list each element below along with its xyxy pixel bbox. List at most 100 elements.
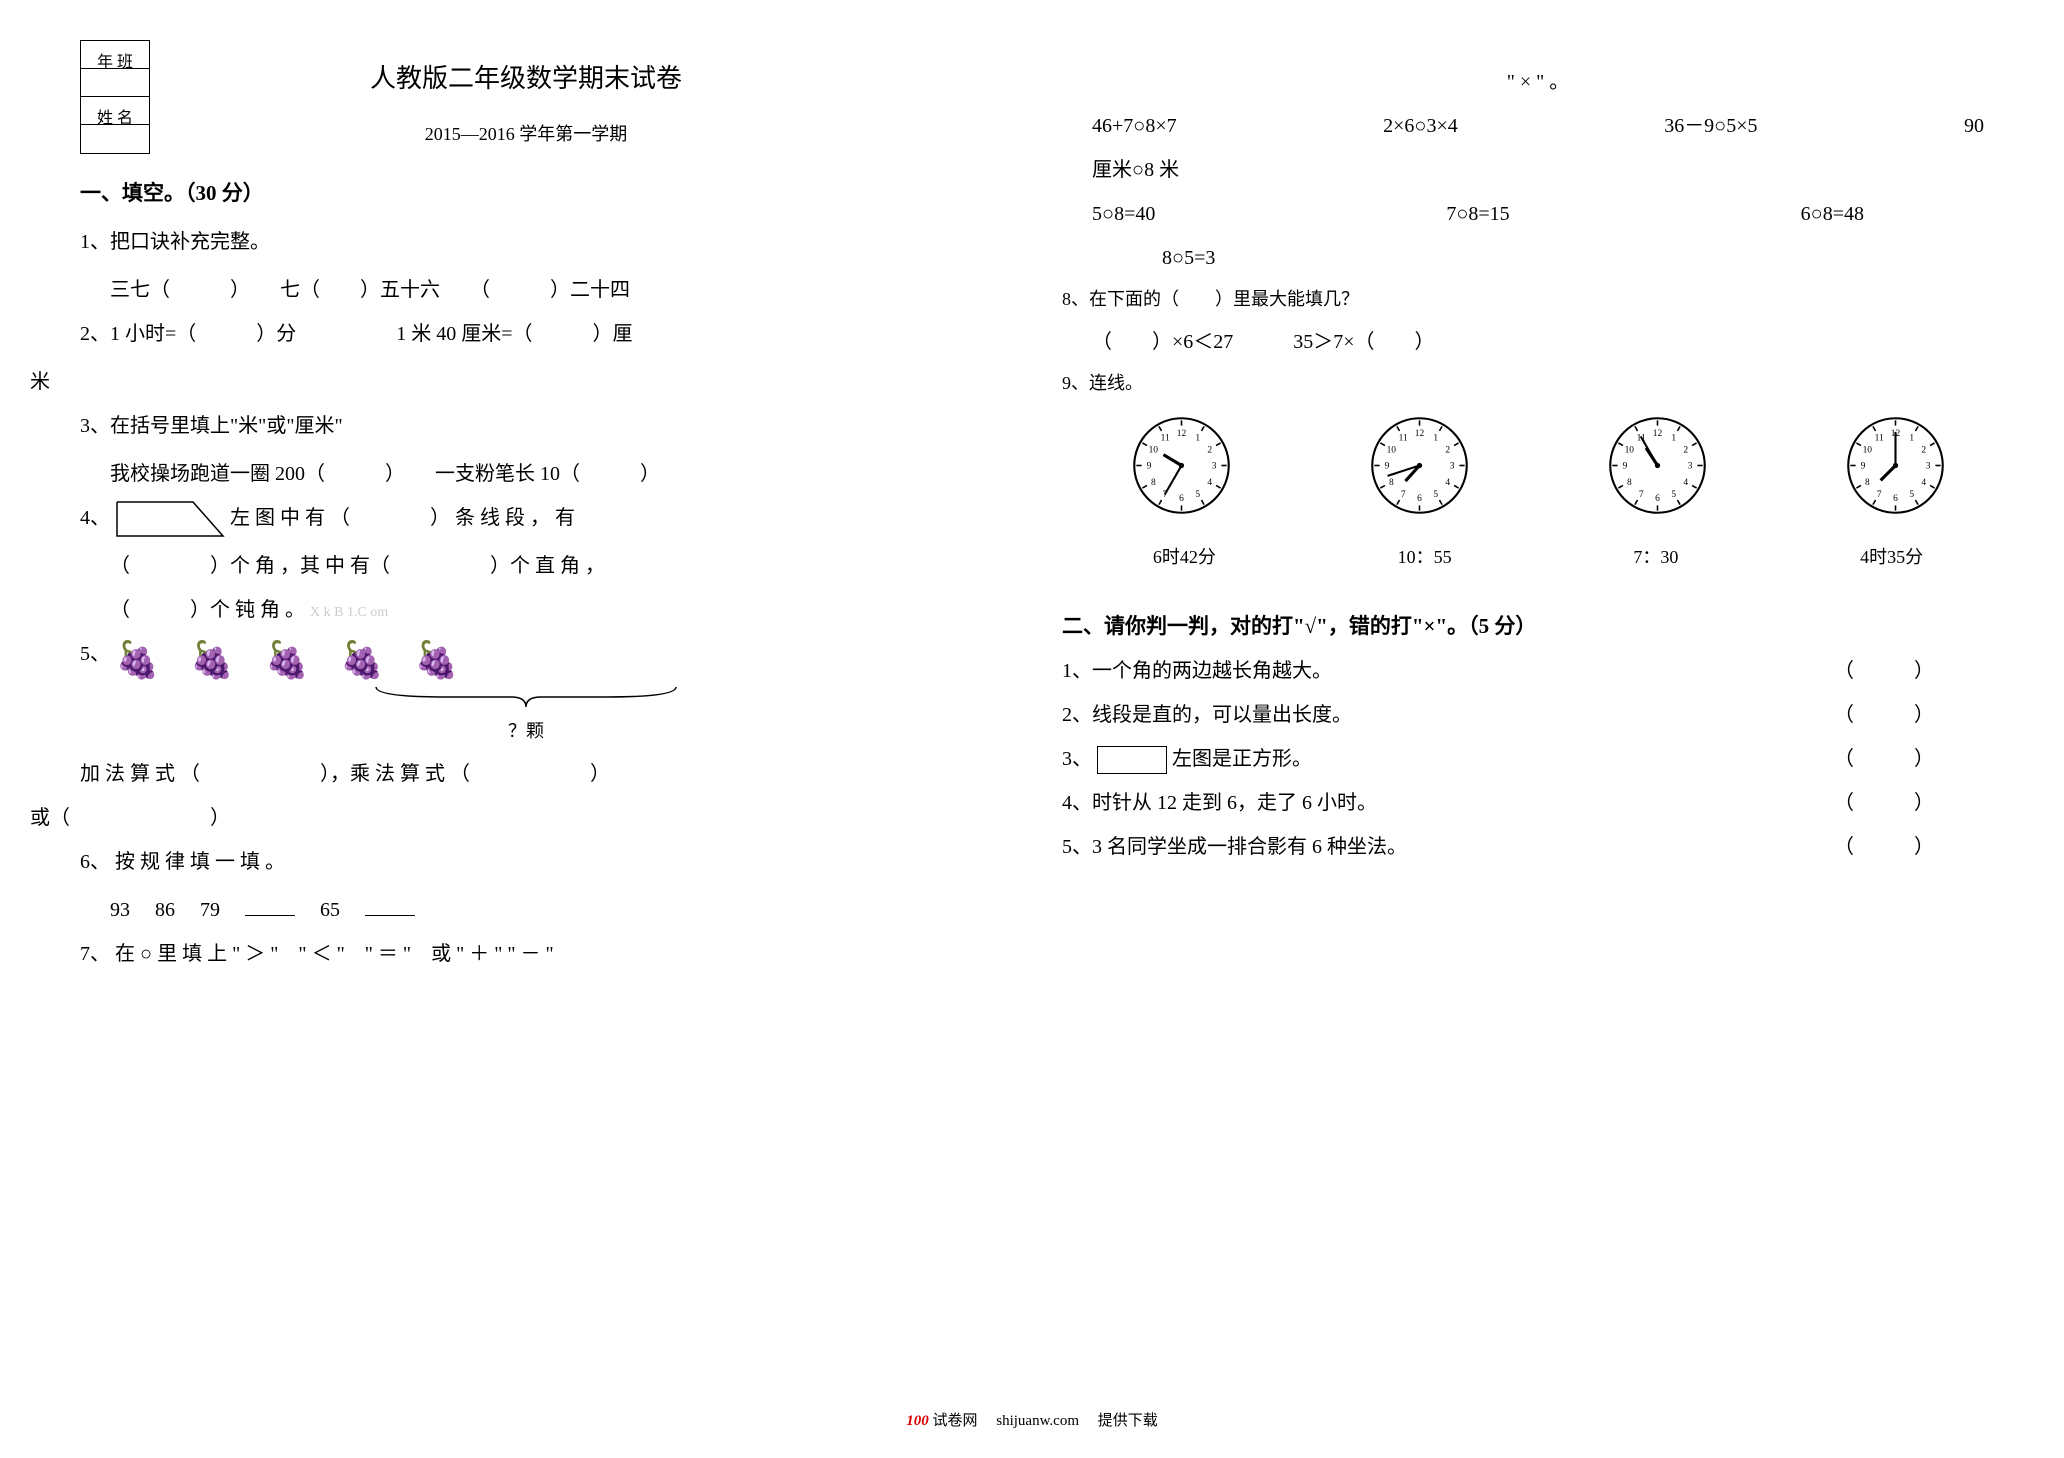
- right-column: " × " 。 46+7○8×7 2×6○3×4 36－9○5×5 90 厘米○…: [1062, 40, 2014, 980]
- svg-text:7: 7: [1638, 490, 1643, 500]
- grape-icon: 🍇: [265, 642, 310, 678]
- footer: 100 试卷网 shijuanw.com 提供下载: [0, 1405, 2064, 1438]
- svg-text:4: 4: [1921, 478, 1926, 488]
- svg-text:8: 8: [1626, 478, 1631, 488]
- q7-row4: 8○5=3: [1162, 236, 2014, 280]
- left-column: 人教版二年级数学期末试卷 2015—2016 学年第一学期 一、填空。（30 分…: [50, 40, 1002, 980]
- q6-a: 93: [110, 899, 130, 921]
- svg-text:9: 9: [1146, 462, 1151, 472]
- q5-label: 5、: [80, 643, 110, 665]
- q2: 2、1 小时=（ ）分 1 米 40 厘米=（ ）厘: [80, 312, 1002, 356]
- clocks-row: 121234567891011 121234567891011 12123456…: [1062, 413, 2014, 518]
- svg-text:12: 12: [1176, 429, 1186, 439]
- name-value: [81, 125, 149, 153]
- q6-c: 79: [200, 899, 220, 921]
- svg-text:11: 11: [1874, 434, 1883, 444]
- q7-r1-b: 2×6○3×4: [1383, 104, 1458, 148]
- svg-text:5: 5: [1671, 490, 1676, 500]
- q4-label: 4、: [80, 507, 110, 529]
- judge-5: 5、3 名同学坐成一排合影有 6 种坐法。 （ ）: [1062, 825, 2014, 869]
- footer-d: 提供下载: [1098, 1413, 1158, 1429]
- svg-text:10: 10: [1386, 446, 1396, 456]
- q1: 1、把口诀补充完整。: [80, 220, 1002, 264]
- q7-row1: 46+7○8×7 2×6○3×4 36－9○5×5 90: [1092, 104, 2014, 148]
- clock-label-b: 10：55: [1398, 538, 1452, 578]
- rectangle-icon: [1097, 746, 1167, 774]
- clock-icon: 121234567891011: [1367, 413, 1472, 518]
- j1-text: 1、一个角的两边越长角越大。: [1062, 649, 1332, 693]
- q7: 7、 在 ○ 里 填 上 " ＞ " " ＜ " " ＝ " 或 " ＋ " "…: [80, 932, 1002, 976]
- svg-text:5: 5: [1909, 490, 1914, 500]
- svg-text:4: 4: [1445, 478, 1450, 488]
- svg-text:11: 11: [1398, 434, 1407, 444]
- q6-d: 65: [320, 899, 340, 921]
- curly-bracket-icon: [356, 682, 696, 712]
- q8-line: （ ）×6＜27 35＞7×（ ）: [1092, 320, 2014, 364]
- svg-text:8: 8: [1864, 478, 1869, 488]
- q7-r3-a: 5○8=40: [1092, 192, 1155, 236]
- clock-label-d: 4时35分: [1860, 538, 1923, 578]
- q5-line-b: 或（ ）: [30, 796, 1002, 840]
- q7-r3-b: 7○8=15: [1446, 192, 1509, 236]
- svg-text:7: 7: [1876, 490, 1881, 500]
- q1-blanks: 三七（ ） 七（ ）五十六 （ ）二十四: [110, 268, 1002, 312]
- j2-paren: （ ）: [1834, 693, 1934, 737]
- svg-text:10: 10: [1148, 446, 1158, 456]
- q8: 8、在下面的（ ）里最大能填几？: [1062, 280, 2014, 320]
- judge-2: 2、线段是直的，可以量出长度。 （ ）: [1062, 693, 2014, 737]
- trapezoid-icon: [115, 500, 225, 538]
- svg-text:12: 12: [1652, 429, 1662, 439]
- q9: 9、连线。: [1062, 364, 2014, 404]
- svg-text:2: 2: [1683, 446, 1688, 456]
- j3-label: 3、: [1062, 748, 1092, 770]
- svg-text:10: 10: [1862, 446, 1872, 456]
- svg-text:6: 6: [1417, 494, 1422, 504]
- j4-paren: （ ）: [1834, 781, 1934, 825]
- svg-text:8: 8: [1388, 478, 1393, 488]
- q4: 4、 左 图 中 有 （ ） 条 线 段 ， 有: [80, 496, 1002, 540]
- j5-paren: （ ）: [1834, 825, 1934, 869]
- q5-line-a: 加 法 算 式 （ ），乘 法 算 式 （ ）: [80, 752, 1002, 796]
- q6-blank1: [245, 915, 295, 916]
- footer-c: shijuanw.com: [996, 1413, 1079, 1429]
- svg-text:7: 7: [1400, 490, 1405, 500]
- svg-text:10: 10: [1624, 446, 1634, 456]
- student-info-box: 年 班 姓 名: [80, 40, 150, 154]
- svg-text:5: 5: [1195, 490, 1200, 500]
- svg-text:9: 9: [1622, 462, 1627, 472]
- svg-text:9: 9: [1384, 462, 1389, 472]
- svg-text:12: 12: [1414, 429, 1424, 439]
- q4-text-b: 左 图 中 有 （ ） 条 线 段 ， 有: [230, 507, 575, 529]
- q3: 3、在括号里填上"米"或"厘米": [80, 404, 1002, 448]
- section1-title: 一、填空。（30 分）: [80, 170, 1002, 216]
- svg-text:6: 6: [1655, 494, 1660, 504]
- svg-text:3: 3: [1449, 462, 1454, 472]
- q7-row3: 5○8=40 7○8=15 6○8=48: [1092, 192, 2014, 236]
- q7-r1-c: 36－9○5×5: [1664, 104, 1757, 148]
- j2-text: 2、线段是直的，可以量出长度。: [1062, 693, 1352, 737]
- grape-icon: 🍇: [115, 642, 160, 678]
- q5-bracket-label: ？颗: [50, 712, 1002, 752]
- exam-subtitle: 2015—2016 学年第一学期: [50, 115, 1002, 155]
- section2-title: 二、请你判一判，对的打"√"，错的打"×"。（5 分）: [1062, 603, 2014, 649]
- clock-icon: 121234567891011: [1843, 413, 1948, 518]
- svg-text:5: 5: [1433, 490, 1438, 500]
- q7-r3-c: 6○8=48: [1801, 192, 1864, 236]
- exam-title: 人教版二年级数学期末试卷: [50, 50, 1002, 107]
- clock-labels: 6时42分 10：55 7：30 4时35分: [1062, 538, 2014, 578]
- svg-text:1: 1: [1433, 434, 1438, 444]
- clock-label-c: 7：30: [1633, 538, 1678, 578]
- q6-blank2: [365, 915, 415, 916]
- q4-text-d: （ ）个 钝 角 。: [110, 599, 305, 621]
- judge-1: 1、一个角的两边越长角越大。 （ ）: [1062, 649, 2014, 693]
- judge-4: 4、时针从 12 走到 6，走了 6 小时。 （ ）: [1062, 781, 2014, 825]
- class-value: [81, 69, 149, 97]
- grape-icon: 🍇: [339, 642, 384, 678]
- judge-3: 3、 左图是正方形。 （ ）: [1062, 737, 2014, 781]
- footer-b: 试卷网: [932, 1413, 977, 1429]
- svg-text:6: 6: [1893, 494, 1898, 504]
- class-label: 年 班: [81, 41, 149, 69]
- q6-b: 86: [155, 899, 175, 921]
- j3-paren: （ ）: [1834, 737, 1934, 781]
- clock-icon: 121234567891011: [1129, 413, 1234, 518]
